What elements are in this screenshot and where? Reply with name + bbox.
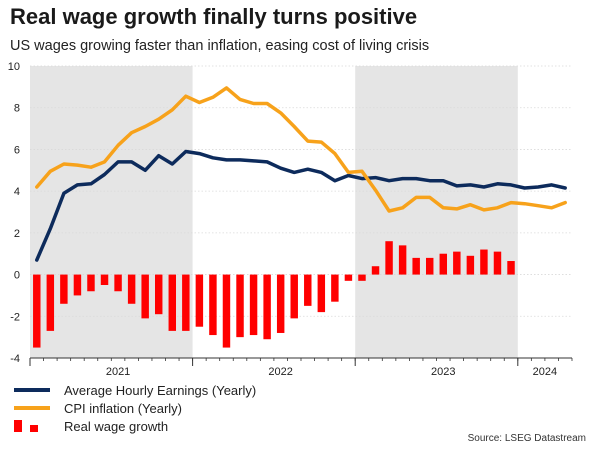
shade-band-2023: [355, 66, 518, 358]
chart-title: Real wage growth finally turns positive: [10, 4, 418, 29]
bar-real-wage: [33, 274, 41, 348]
legend-item-cpi: CPI inflation (Yearly): [14, 399, 256, 417]
line-cpi: [35, 86, 567, 213]
bar-real-wage: [480, 249, 488, 275]
bar-real-wage: [439, 253, 448, 275]
bar-real-wage: [331, 274, 339, 302]
bar-real-wage: [182, 274, 190, 331]
x-tick-label: 2023: [431, 366, 455, 378]
bar-real-wage: [317, 274, 326, 313]
bar-real-wage: [73, 274, 82, 296]
line-earnings: [35, 149, 567, 262]
legend-item-real: Real wage growth: [14, 417, 256, 435]
x-tick-label: 2022: [268, 366, 292, 378]
bar-real-wage: [46, 274, 55, 331]
bar-real-wage: [385, 241, 393, 275]
y-tick-label: -4: [10, 353, 20, 365]
bar-real-wage: [127, 274, 136, 304]
y-tick-label: -2: [10, 311, 20, 323]
legend-swatch-real: [14, 420, 50, 432]
bar-real-wage: [344, 274, 353, 281]
y-tick-label: 4: [14, 186, 20, 198]
legend-item-earnings: Average Hourly Earnings (Yearly): [14, 381, 256, 399]
bar-real-wage: [493, 251, 502, 275]
bar-real-wage: [100, 274, 109, 285]
legend-label-earnings: Average Hourly Earnings (Yearly): [64, 382, 257, 398]
bar-real-wage: [290, 274, 298, 319]
y-tick-label: 0: [14, 270, 20, 282]
bar-real-wage: [209, 274, 217, 336]
bar-real-wage: [168, 274, 177, 331]
bar-real-wage: [141, 274, 149, 319]
bar-real-wage: [507, 261, 515, 275]
bar-real-wage: [304, 274, 312, 306]
legend-swatch-earnings: [14, 388, 50, 392]
y-tick-label: 2: [14, 228, 20, 240]
y-tick-label: 8: [14, 103, 20, 115]
bar-real-wage: [425, 257, 434, 275]
bar-real-wage: [412, 257, 420, 275]
x-tick-label: 2021: [106, 366, 130, 378]
x-tick-label: 2024: [533, 366, 557, 378]
legend-label-real: Real wage growth: [64, 418, 169, 434]
bar-real-wage: [195, 274, 204, 327]
bar-real-wage: [60, 274, 68, 304]
bar-real-wage: [453, 251, 461, 275]
y-tick-label: 10: [8, 61, 20, 73]
source-note: Source: LSEG Datastream: [467, 433, 586, 444]
bar-real-wage: [154, 274, 163, 315]
bar-real-wage: [87, 274, 95, 292]
bar-real-wage: [249, 274, 258, 336]
bar-real-wage: [236, 274, 244, 338]
chart-legend: Average Hourly Earnings (Yearly) CPI inf…: [14, 381, 256, 435]
bar-real-wage: [114, 274, 122, 292]
bar-real-wage: [358, 274, 366, 281]
legend-swatch-cpi: [14, 406, 50, 410]
legend-label-cpi: CPI inflation (Yearly): [64, 400, 183, 416]
bar-real-wage: [263, 274, 271, 340]
bar-real-wage: [276, 274, 285, 333]
shade-band-2021: [30, 66, 193, 358]
y-tick-label: 6: [14, 144, 20, 156]
bar-real-wage: [222, 274, 231, 348]
bar-real-wage: [371, 266, 380, 275]
bar-real-wage: [466, 255, 475, 275]
bar-real-wage: [398, 245, 407, 275]
chart-subtitle: US wages growing faster than inflation, …: [10, 38, 430, 54]
